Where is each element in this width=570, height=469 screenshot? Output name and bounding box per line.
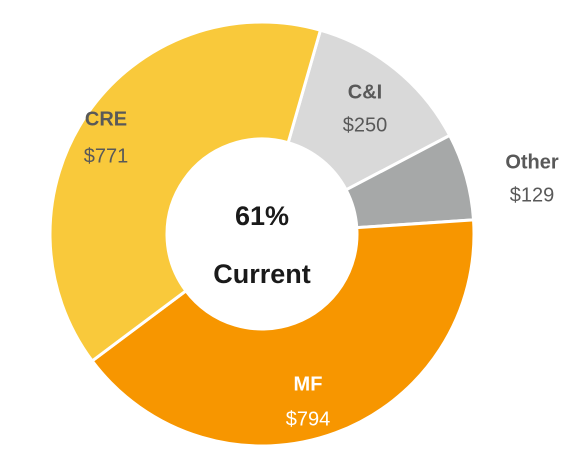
slice-value: $794 xyxy=(286,408,331,430)
slice-name: Other xyxy=(505,151,559,173)
slice-value: $129 xyxy=(510,184,555,206)
center-sublabel: Current xyxy=(213,259,311,289)
slice-value: $771 xyxy=(84,145,129,167)
donut xyxy=(48,20,476,448)
center-label: 61% xyxy=(235,201,289,231)
donut-slice xyxy=(90,218,476,448)
slice-name: C&I xyxy=(348,81,382,103)
slice-name: CRE xyxy=(85,108,127,130)
slice-name: MF xyxy=(294,373,323,395)
donut-slice xyxy=(48,20,323,364)
slice-value: $250 xyxy=(343,114,388,136)
donut-slice xyxy=(286,28,452,192)
